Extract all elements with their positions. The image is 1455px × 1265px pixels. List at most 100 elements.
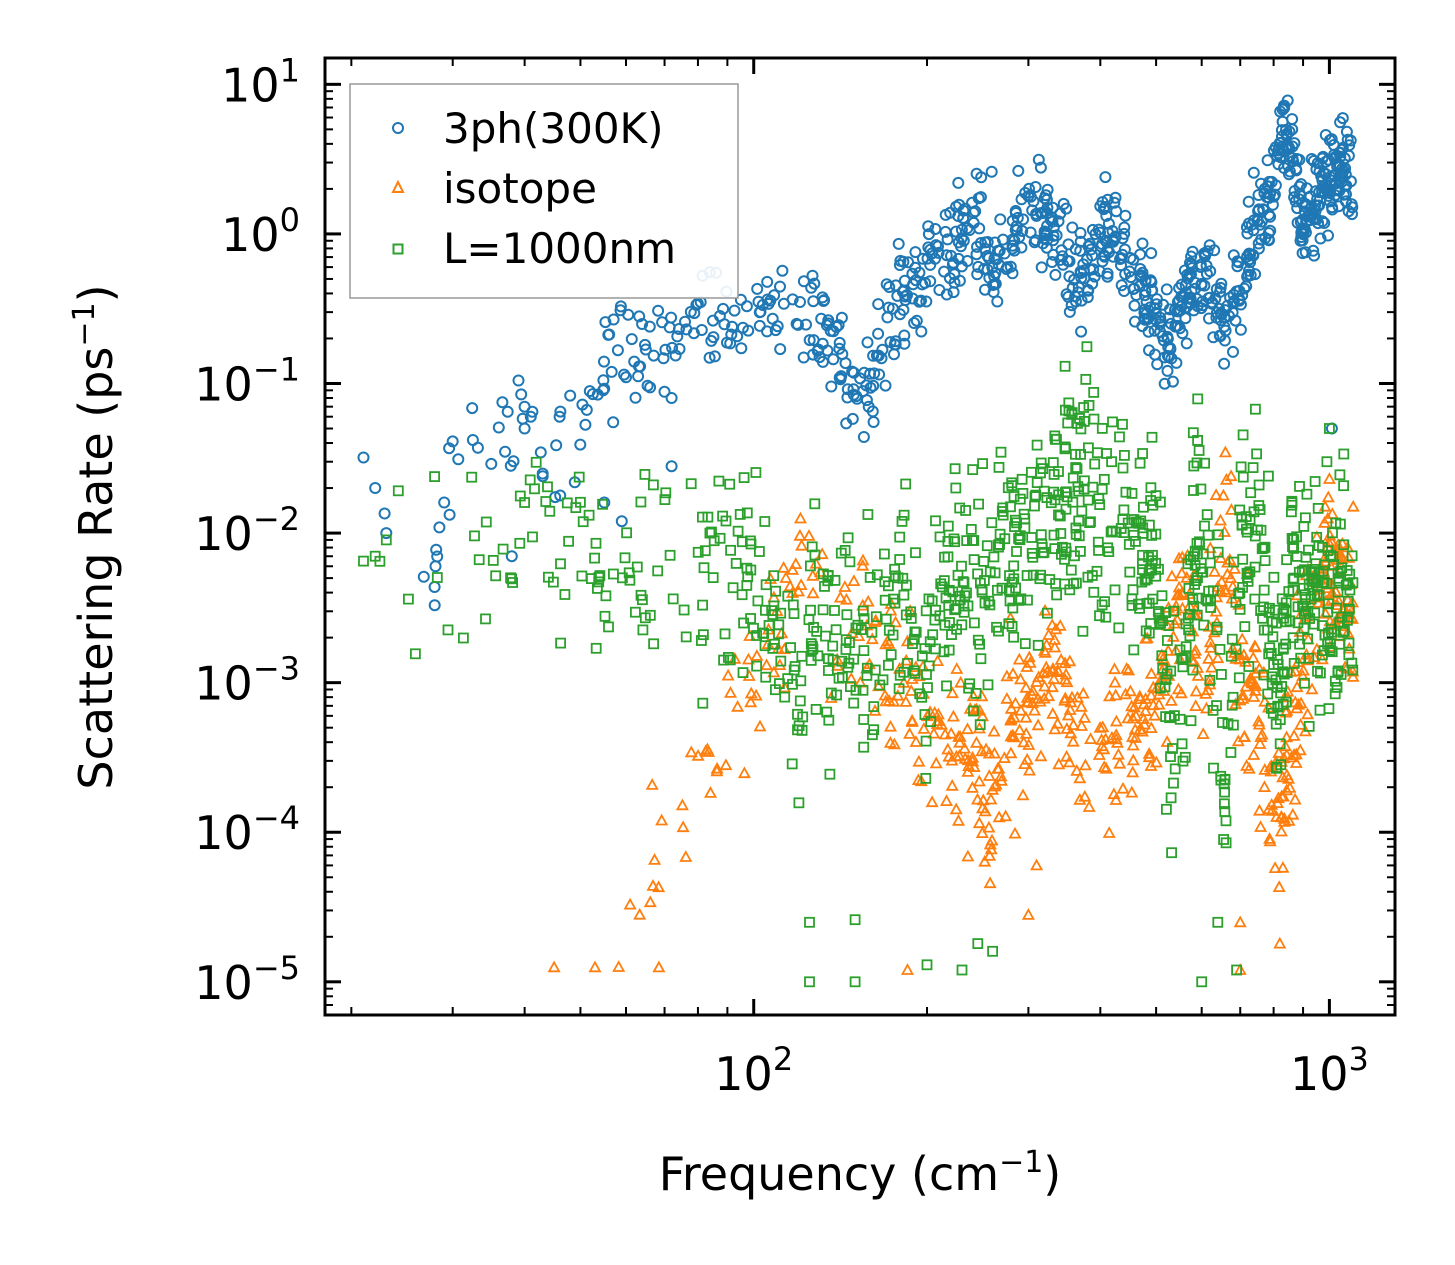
- y-tick-label: 101: [221, 51, 300, 112]
- data-point: [707, 572, 719, 583]
- data-point: [1021, 908, 1035, 920]
- data-point: [994, 213, 1007, 226]
- data-point: [879, 694, 893, 707]
- data-point: [1286, 140, 1299, 153]
- data-point: [1277, 751, 1291, 764]
- data-point: [952, 236, 965, 249]
- data-point: [1296, 234, 1309, 247]
- data-point: [1321, 490, 1335, 503]
- data-point: [555, 637, 566, 649]
- data-point: [1145, 495, 1156, 506]
- data-point: [599, 316, 612, 329]
- data-point: [1335, 565, 1346, 577]
- data-point: [1248, 639, 1262, 652]
- data-point: [1329, 688, 1341, 700]
- data-point: [793, 720, 805, 732]
- data-point: [1202, 652, 1216, 664]
- data-point: [1060, 675, 1074, 688]
- data-point: [858, 714, 870, 725]
- data-point: [485, 457, 498, 470]
- data-point: [1286, 533, 1298, 544]
- data-point: [1075, 546, 1086, 557]
- data-point: [428, 581, 441, 593]
- data-point: [751, 660, 762, 672]
- data-point: [1310, 576, 1322, 587]
- data-point: [518, 422, 531, 435]
- data-point: [945, 249, 957, 262]
- data-point: [891, 688, 905, 701]
- data-point: [1242, 761, 1256, 774]
- data-point: [1178, 654, 1189, 665]
- data-point: [633, 310, 646, 323]
- data-point: [1189, 699, 1203, 711]
- data-point: [1309, 185, 1322, 198]
- data-point: [1126, 487, 1138, 499]
- data-point: [1075, 719, 1089, 731]
- data-point: [1052, 757, 1066, 770]
- data-point: [1246, 651, 1260, 663]
- data-point: [920, 735, 932, 747]
- data-point: [912, 754, 926, 767]
- data-point: [643, 895, 657, 908]
- data-point: [575, 496, 586, 508]
- data-point: [971, 268, 984, 281]
- data-point: [867, 729, 878, 741]
- data-point: [1058, 656, 1072, 669]
- data-point: [1015, 593, 1027, 605]
- data-point: [1177, 755, 1189, 767]
- data-point: [1257, 203, 1270, 216]
- data-point: [1271, 791, 1285, 804]
- data-point: [1234, 587, 1246, 599]
- data-point: [898, 274, 911, 287]
- data-point: [1319, 155, 1332, 168]
- data-point: [1070, 462, 1082, 473]
- data-point: [673, 343, 686, 355]
- data-point: [717, 302, 730, 315]
- data-point: [1076, 686, 1090, 699]
- data-point: [957, 211, 970, 224]
- data-point: [736, 589, 748, 601]
- data-point: [915, 325, 928, 338]
- data-point: [923, 593, 935, 605]
- data-point: [1117, 418, 1128, 430]
- data-point: [1218, 334, 1231, 347]
- data-point: [1123, 265, 1136, 278]
- data-point: [496, 396, 509, 409]
- data-point: [665, 460, 678, 473]
- data-point: [1245, 487, 1257, 499]
- data-point: [981, 236, 994, 248]
- data-point: [742, 571, 754, 583]
- data-point: [939, 619, 951, 631]
- data-point: [838, 580, 852, 592]
- legend-item-isotope: isotope: [391, 164, 597, 213]
- data-point: [675, 798, 689, 811]
- data-point: [1252, 203, 1265, 216]
- data-point: [664, 549, 676, 561]
- data-point: [860, 379, 873, 392]
- data-point: [1297, 228, 1310, 241]
- data-point: [958, 600, 970, 612]
- data-point: [982, 820, 996, 833]
- data-point: [607, 313, 620, 326]
- data-point: [1240, 280, 1253, 293]
- data-point: [1322, 472, 1336, 484]
- data-point: [1226, 579, 1240, 592]
- data-point: [1108, 196, 1121, 209]
- data-point: [614, 300, 627, 313]
- data-point: [741, 652, 756, 665]
- data-point: [916, 691, 928, 703]
- data-point: [1242, 568, 1254, 580]
- data-point: [848, 653, 860, 665]
- data-point: [949, 802, 963, 815]
- data-point: [857, 684, 869, 696]
- data-point: [794, 578, 808, 590]
- data-point: [506, 573, 518, 585]
- data-point: [574, 438, 587, 451]
- data-point: [1291, 551, 1303, 562]
- data-point: [588, 960, 602, 973]
- data-point: [1303, 544, 1314, 556]
- data-point: [685, 478, 697, 490]
- data-point: [1102, 826, 1116, 838]
- data-point: [1148, 324, 1161, 337]
- data-point: [945, 686, 960, 699]
